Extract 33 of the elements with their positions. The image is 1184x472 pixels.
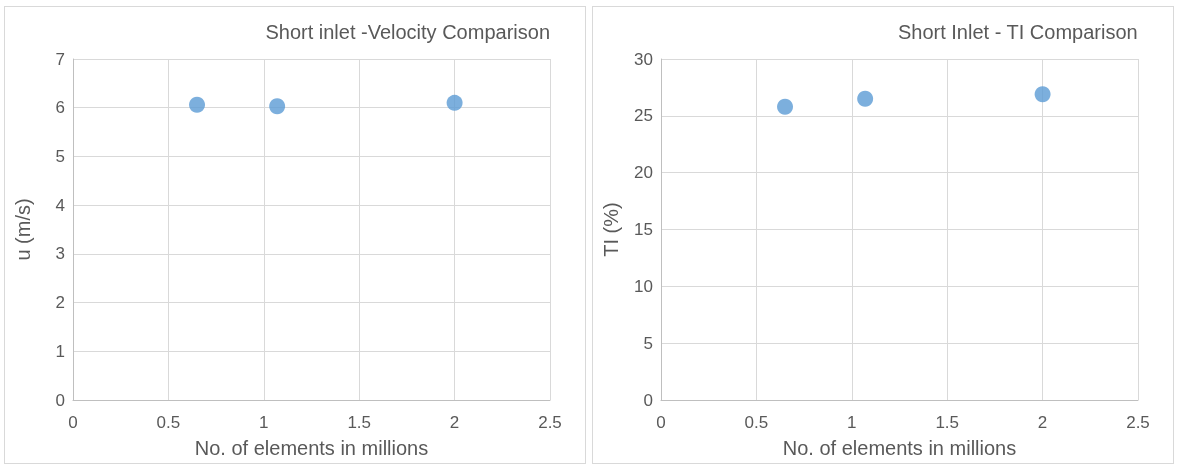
x-tick-label: 0.5 xyxy=(744,413,769,432)
y-tick-label: 10 xyxy=(634,276,653,296)
y-tick-label: 20 xyxy=(634,163,653,183)
y-tick-label: 30 xyxy=(634,49,653,69)
x-tick-label: 1.5 xyxy=(347,413,372,432)
chart-title: Short inlet -Velocity Comparison xyxy=(265,21,551,43)
x-tick-label: 2 xyxy=(1037,413,1048,432)
y-tick-label: 0 xyxy=(55,390,65,410)
y-tick-label: 1 xyxy=(55,341,65,361)
y-axis-title: u (m/s) xyxy=(12,198,34,261)
x-tick-label: 1 xyxy=(847,413,857,432)
x-tick-label: 0 xyxy=(656,413,666,432)
x-tick-label: 2 xyxy=(449,413,460,432)
x-axis-title: No. of elements in millions xyxy=(194,437,429,459)
y-tick-label: 15 xyxy=(634,220,653,239)
x-tick-label: 1 xyxy=(259,413,269,432)
x-tick-label: 2.5 xyxy=(538,413,562,432)
y-tick-label: 5 xyxy=(643,333,653,353)
x-tick-label: 0 xyxy=(68,413,78,432)
y-axis-title: TI (%) xyxy=(600,202,622,257)
y-tick-label: 0 xyxy=(643,390,653,410)
x-tick-label: 1.5 xyxy=(935,413,960,432)
y-tick-label: 5 xyxy=(55,146,65,166)
y-tick-label: 7 xyxy=(55,49,65,69)
y-tick-label: 3 xyxy=(55,244,65,264)
chart-title: Short Inlet - TI Comparison xyxy=(897,21,1138,43)
y-tick-label: 2 xyxy=(55,293,65,313)
x-tick-label: 0.5 xyxy=(156,413,181,432)
y-tick-label: 4 xyxy=(55,195,65,215)
y-tick-label: 25 xyxy=(634,106,653,126)
x-axis-title: No. of elements in millions xyxy=(782,437,1017,459)
y-tick-label: 6 xyxy=(55,98,65,118)
x-tick-label: 2.5 xyxy=(1126,413,1150,432)
